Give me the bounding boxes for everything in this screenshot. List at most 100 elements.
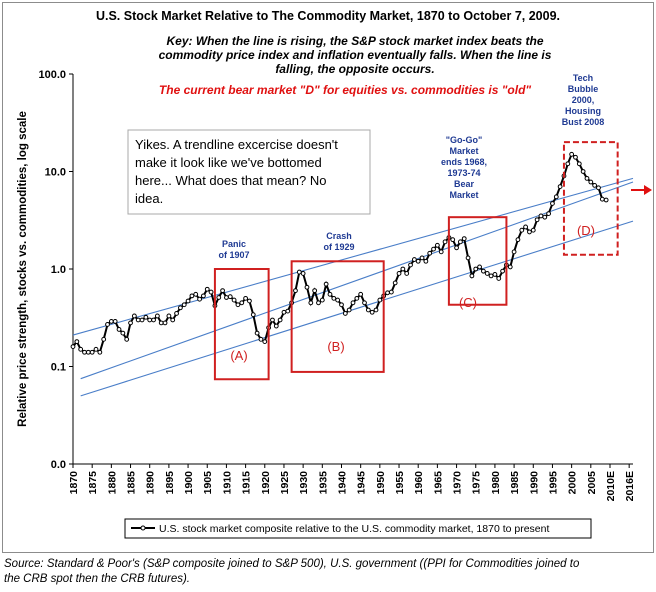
data-point xyxy=(105,322,110,327)
data-point xyxy=(239,300,245,306)
x-tick-label: 1880 xyxy=(106,471,118,495)
data-point xyxy=(231,297,237,303)
data-point xyxy=(469,273,475,279)
data-point xyxy=(477,264,482,270)
x-tick-label: 1950 xyxy=(375,471,387,495)
x-tick-label: 1915 xyxy=(241,471,253,495)
data-point xyxy=(354,295,360,301)
data-point xyxy=(158,320,164,326)
data-point xyxy=(385,290,390,296)
data-point xyxy=(553,194,559,200)
y-tick-label: 1.0 xyxy=(51,264,66,276)
data-point xyxy=(262,339,268,345)
data-point xyxy=(327,291,333,297)
data-point xyxy=(70,344,76,349)
legend-label: U.S. stock market composite relative to … xyxy=(159,523,549,535)
x-tick-label: 2005 xyxy=(586,471,598,495)
box-label: (B) xyxy=(327,339,344,354)
x-tick-label: 1985 xyxy=(509,471,521,495)
data-point xyxy=(377,297,383,303)
data-point xyxy=(538,213,544,219)
data-point xyxy=(569,151,575,157)
data-point xyxy=(128,320,133,326)
comment-line: make it look like we've bottomed xyxy=(135,155,322,170)
source-note: Source: Standard & Poor's (S&P composite… xyxy=(4,557,652,587)
data-point xyxy=(534,217,540,223)
box-label: (C) xyxy=(459,295,477,310)
data-point xyxy=(166,313,172,319)
data-point xyxy=(89,349,95,355)
x-tick-label: 1920 xyxy=(260,471,272,495)
data-point xyxy=(193,291,199,297)
y-tick-label: 0.1 xyxy=(51,362,66,374)
data-point xyxy=(247,298,252,304)
data-point xyxy=(500,268,505,274)
box-label: (A) xyxy=(230,348,247,363)
box-d xyxy=(562,141,619,256)
annotation-tech: Tech xyxy=(573,73,593,83)
x-tick-label: 1910 xyxy=(221,471,233,495)
data-point xyxy=(550,201,555,206)
annotation-gogo: 1973-74 xyxy=(447,168,480,178)
x-tick-label: 1925 xyxy=(279,471,291,495)
red-arrow-head xyxy=(644,185,652,195)
data-point xyxy=(254,330,260,336)
data-point xyxy=(154,313,160,319)
x-tick-label: 2010E xyxy=(605,471,617,501)
data-point xyxy=(189,293,195,299)
data-point xyxy=(450,237,456,243)
data-point xyxy=(457,239,463,245)
x-tick-label: 2016E xyxy=(624,471,636,501)
data-point xyxy=(580,169,586,174)
data-point xyxy=(293,288,298,294)
data-point xyxy=(465,255,471,261)
annotation-tech: Bubble xyxy=(568,84,599,94)
annotation-crash: Crash xyxy=(326,231,352,241)
annotation-tech: Housing xyxy=(565,106,601,116)
data-point xyxy=(197,296,202,302)
data-point xyxy=(312,288,318,294)
legend-box xyxy=(124,518,592,539)
comment-box xyxy=(127,129,371,215)
key-red-line: The current bear market "D" for equities… xyxy=(159,83,531,97)
data-point xyxy=(396,271,402,276)
data-point xyxy=(208,289,214,295)
data-point xyxy=(523,224,529,230)
data-point xyxy=(112,319,118,324)
data-point xyxy=(481,268,486,274)
data-point xyxy=(296,269,302,275)
x-tick-label: 1900 xyxy=(183,471,195,495)
data-point xyxy=(461,236,467,242)
data-point xyxy=(108,319,114,324)
box-a xyxy=(213,268,270,381)
data-point xyxy=(423,258,429,264)
data-point xyxy=(216,295,222,300)
x-tick-label: 1875 xyxy=(87,471,99,495)
annotation-tech: Bust 2008 xyxy=(562,117,605,127)
data-point xyxy=(527,229,532,235)
data-point xyxy=(511,249,517,255)
data-point xyxy=(273,323,279,329)
x-tick-label: 1930 xyxy=(298,471,310,495)
x-tick-label: 1965 xyxy=(432,471,444,495)
data-point xyxy=(369,309,375,315)
data-point xyxy=(454,245,459,251)
data-point xyxy=(434,242,440,248)
data-point xyxy=(135,317,141,323)
data-point xyxy=(335,297,341,303)
data-point xyxy=(258,336,264,342)
trendline xyxy=(72,177,634,336)
y-tick-label: 10.0 xyxy=(45,167,66,179)
data-point xyxy=(484,271,490,276)
y-tick-label: 100.0 xyxy=(38,69,66,81)
data-point xyxy=(342,311,348,316)
data-point xyxy=(82,349,87,355)
data-point xyxy=(319,297,325,303)
data-point xyxy=(588,179,594,185)
data-point xyxy=(143,314,149,320)
data-point xyxy=(204,286,210,292)
x-tick-label: 1905 xyxy=(202,471,214,495)
data-point xyxy=(220,288,225,294)
data-point xyxy=(350,300,356,306)
key-line: commodity price index and inflation even… xyxy=(159,48,552,62)
